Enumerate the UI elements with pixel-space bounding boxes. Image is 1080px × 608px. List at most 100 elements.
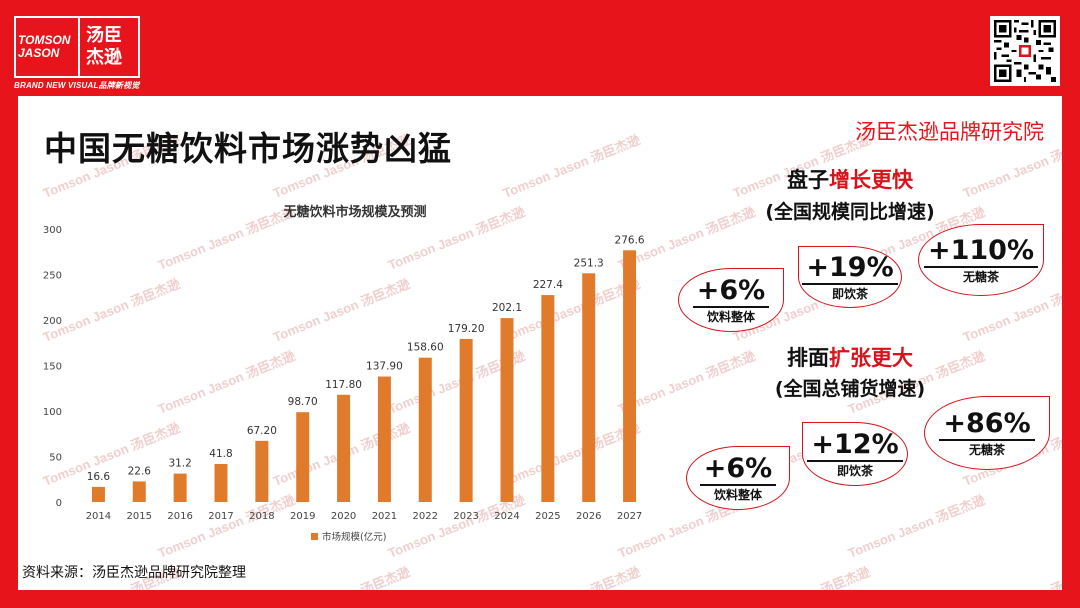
x-tick-label: 2021 xyxy=(372,511,397,522)
shelf-growth-title-prefix: 盘子 xyxy=(787,168,829,192)
bar-series: 16.6 22.6 31.2 41.8 67.20 98.70 117.80 137.90 15… xyxy=(87,234,645,502)
source-note: 资料来源：汤臣杰逊品牌研究院整理 xyxy=(22,565,246,581)
bar-value-label: 202.1 xyxy=(492,302,522,314)
bar-2020 xyxy=(337,394,351,502)
x-tick-label: 2020 xyxy=(331,511,356,522)
legend-swatch xyxy=(311,533,318,540)
bar-2018 xyxy=(255,440,269,502)
x-tick-label: 2018 xyxy=(249,511,274,522)
bar-2022 xyxy=(418,357,432,502)
x-tick-label: 2016 xyxy=(167,511,192,522)
bar-2026 xyxy=(582,273,596,502)
brand-logo[interactable]: TOMSON JASON 汤臣 杰逊 xyxy=(14,16,140,78)
logo-english: TOMSON JASON xyxy=(16,18,78,76)
bar-value-label: 31.2 xyxy=(168,458,191,470)
x-tick-label: 2019 xyxy=(290,511,315,522)
distribution-growth-subtitle: (全国总铺货增速) xyxy=(774,378,926,400)
bar-value-label: 276.6 xyxy=(615,234,645,246)
bar-value-label: 22.6 xyxy=(128,465,152,477)
bubble-value: +86% xyxy=(939,408,1035,441)
y-tick-label: 0 xyxy=(56,498,62,509)
bar-value-label: 137.90 xyxy=(366,361,403,373)
shelf-growth-bubble-rtd-tea: +19% 即饮茶 xyxy=(798,246,902,308)
bar-2023 xyxy=(459,338,473,502)
bubble-label: 即饮茶 xyxy=(836,463,873,478)
x-tick-label: 2027 xyxy=(617,511,642,522)
shelf-growth-subtitle: (全国规模同比增速) xyxy=(765,201,935,223)
shelf-growth-bubble-sugar-free-tea: +110% 无糖茶 xyxy=(918,224,1044,296)
watermark-text: Tomson Jason 汤臣杰逊 xyxy=(270,561,413,590)
y-tick-label: 300 xyxy=(43,225,62,236)
shelf-growth-title-highlight: 增长更快 xyxy=(829,168,913,192)
bar-value-label: 16.6 xyxy=(87,471,111,483)
bar-value-label: 179.20 xyxy=(448,323,485,335)
institute-name: 汤臣杰逊品牌研究院 xyxy=(855,120,1044,144)
bar-value-label: 41.8 xyxy=(209,448,232,460)
shelf-growth-bubble-overall: +6% 饮料整体 xyxy=(678,268,784,332)
logo-chinese: 汤臣 杰逊 xyxy=(78,18,138,76)
chart-legend: 市场规模(亿元) xyxy=(311,531,386,543)
y-tick-label: 150 xyxy=(43,362,62,373)
chart-title: 无糖饮料市场规模及预测 xyxy=(282,204,426,220)
content-panel: Tomson Jason 汤臣杰逊 Tomson Jason 汤臣杰逊 Tomson… xyxy=(18,96,1062,590)
x-tick-label: 2017 xyxy=(208,511,233,522)
y-tick-label: 50 xyxy=(49,453,62,464)
distribution-growth-bubble-sugar-free-tea: +86% 无糖茶 xyxy=(924,396,1050,470)
distribution-growth-bubble-rtd-tea: +12% 即饮茶 xyxy=(802,422,908,486)
bubble-value: +110% xyxy=(923,235,1039,268)
shelf-growth-title: 盘子增长更快 xyxy=(756,164,944,194)
x-tick-label: 2024 xyxy=(494,511,519,522)
logo-cn-line2: 杰逊 xyxy=(86,47,122,68)
qr-code-icon[interactable] xyxy=(990,16,1060,86)
y-tick-label: 100 xyxy=(43,407,62,418)
logo-en-line2: JASON xyxy=(18,46,60,60)
x-axis: 2014 2015 2016 2017 2018 2019 2020 2021 2022 2023… xyxy=(86,511,643,522)
x-tick-label: 2015 xyxy=(127,511,152,522)
bar-2014 xyxy=(91,486,105,502)
bar-value-label: 117.80 xyxy=(325,379,362,391)
distribution-growth-title-highlight: 扩张更大 xyxy=(829,346,913,370)
bar-2021 xyxy=(377,376,391,502)
distribution-growth-title-prefix: 排面 xyxy=(787,346,829,370)
bar-value-label: 227.4 xyxy=(533,279,563,291)
bubble-value: +19% xyxy=(802,252,898,285)
bubble-label: 无糖茶 xyxy=(968,442,1005,457)
x-tick-label: 2023 xyxy=(453,511,478,522)
bar-value-label: 158.60 xyxy=(407,342,444,354)
watermark-text: Tomson Jason 汤臣杰逊 xyxy=(500,561,643,590)
bar-2016 xyxy=(173,473,187,502)
bubble-label: 饮料整体 xyxy=(713,487,762,502)
bubble-value: +6% xyxy=(699,453,777,486)
page-title: 中国无糖饮料市场涨势凶猛 xyxy=(44,129,452,168)
bubble-label: 即饮茶 xyxy=(831,286,868,301)
distribution-growth-title: 排面扩张更大 xyxy=(756,342,944,372)
bar-2019 xyxy=(296,412,310,502)
watermark-text: Tomson Jason 汤臣杰逊 xyxy=(845,492,988,561)
y-axis: 0 50 100 150 200 250 300 xyxy=(43,225,62,509)
bubble-value: +6% xyxy=(692,275,770,308)
x-tick-label: 2026 xyxy=(576,511,601,522)
bar-2027 xyxy=(623,250,637,502)
brand-tagline: BRAND NEW VISUAL品牌新视觉 xyxy=(14,81,140,90)
legend-label: 市场规模(亿元) xyxy=(322,531,386,543)
x-tick-label: 2025 xyxy=(535,511,560,522)
bar-value-label: 67.20 xyxy=(247,425,277,437)
watermark-text: Tomson Jason 汤臣杰逊 xyxy=(730,561,873,590)
qr-code-graphic xyxy=(994,20,1056,82)
logo-cn-line1: 汤臣 xyxy=(86,25,122,46)
x-tick-label: 2014 xyxy=(86,511,111,522)
bubble-label: 无糖茶 xyxy=(962,269,999,284)
watermark-text: Tomson Jason 汤臣杰逊 xyxy=(960,561,1062,590)
bar-2015 xyxy=(132,481,146,502)
y-tick-label: 200 xyxy=(43,316,62,327)
bubble-value: +12% xyxy=(807,429,903,462)
bar-2025 xyxy=(541,295,555,502)
bar-value-label: 98.70 xyxy=(288,396,318,408)
bar-2024 xyxy=(500,318,514,502)
bar-value-label: 251.3 xyxy=(574,257,604,269)
header-bar: TOMSON JASON 汤臣 杰逊 BRAND NEW VISUAL品牌新视觉 xyxy=(0,0,1080,96)
bubble-label: 饮料整体 xyxy=(706,309,755,324)
x-tick-label: 2022 xyxy=(413,511,438,522)
bar-2017 xyxy=(214,463,228,502)
